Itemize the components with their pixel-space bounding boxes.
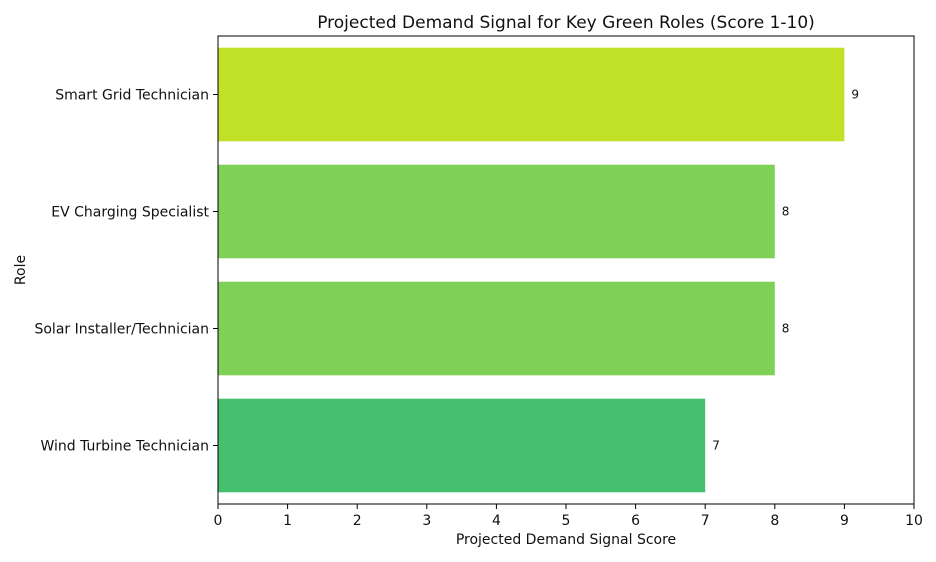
x-tick-label: 10 [905,513,923,529]
x-axis-label: Projected Demand Signal Score [456,532,676,548]
x-tick-label: 9 [840,513,849,529]
y-axis-label: Role [13,255,29,285]
bar [218,164,775,259]
x-tick-label: 7 [701,513,710,529]
y-tick-label: Smart Grid Technician [55,88,209,104]
x-tick-label: 3 [422,513,431,529]
x-tick-label: 0 [214,513,223,529]
data-label: 8 [782,322,790,336]
x-tick-label: 5 [562,513,571,529]
plot-area: 9 Smart Grid Technician 8 EV Charging Speci… [34,47,923,529]
y-tick-label: Wind Turbine Technician [40,439,209,455]
bar [218,281,775,376]
data-label: 8 [782,205,790,219]
y-tick-label: EV Charging Specialist [51,205,209,221]
x-tick-label: 1 [283,513,292,529]
plot-frame [217,35,915,505]
x-tick-label: 2 [353,513,362,529]
data-label: 7 [712,439,720,453]
data-label: 9 [851,88,859,102]
bar [218,47,845,142]
x-tick-label: 4 [492,513,501,529]
bar [218,398,706,493]
x-tick-label: 6 [631,513,640,529]
y-tick-label: Solar Installer/Technician [34,322,209,338]
x-tick-label: 8 [770,513,779,529]
chart-title: Projected Demand Signal for Key Green Ro… [317,13,815,33]
